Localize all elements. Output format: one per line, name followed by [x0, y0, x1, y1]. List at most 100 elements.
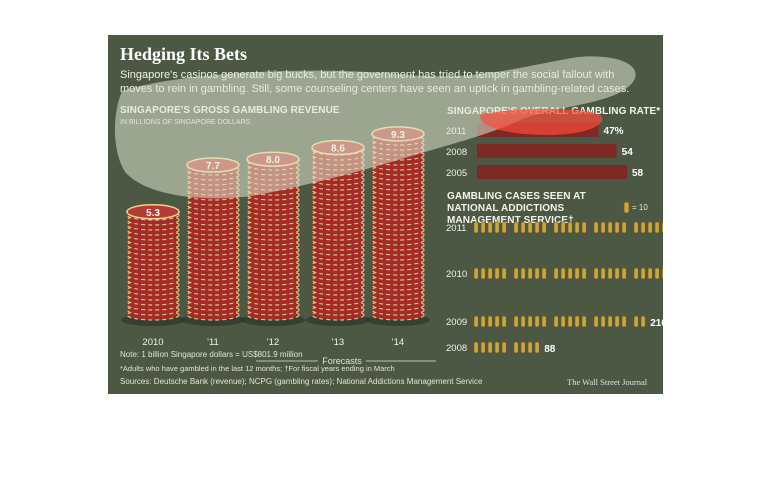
case-token: [501, 341, 507, 354]
revenue-year-label: '14: [392, 337, 404, 348]
case-token: [541, 221, 547, 234]
chip-value-label: 8.0: [266, 155, 280, 166]
case-token: [574, 315, 580, 328]
case-token: [567, 315, 573, 328]
case-token: [527, 267, 533, 280]
case-token: [513, 315, 519, 328]
case-token: [640, 315, 646, 328]
case-token: [654, 221, 660, 234]
case-token: [480, 341, 486, 354]
case-token: [567, 267, 573, 280]
case-token: [633, 267, 639, 280]
case-token: [567, 221, 573, 234]
case-token: [534, 267, 540, 280]
infographic-subtitle: Singapore's casinos generate big bucks, …: [120, 69, 630, 95]
case-token: [581, 315, 587, 328]
cases-value-label: 88: [544, 344, 556, 355]
rate-value-label: 54: [622, 147, 634, 158]
case-token: [534, 341, 540, 354]
case-token: [621, 267, 627, 280]
chip-stack: [366, 126, 430, 326]
case-token: [593, 315, 599, 328]
note-sources: Sources: Deutsche Bank (revenue); NCPG (…: [120, 377, 483, 386]
case-token: [560, 267, 566, 280]
case-token: [600, 267, 606, 280]
infographic-panel: Hedging Its Bets Singapore's casinos gen…: [108, 35, 663, 394]
case-token: [487, 221, 493, 234]
case-token: [480, 267, 486, 280]
case-token: [520, 221, 526, 234]
rate-bar-chart: 2011 47% 2008 54 2005 58: [446, 123, 644, 179]
case-token: [553, 221, 559, 234]
case-token: [654, 267, 660, 280]
case-token: [593, 221, 599, 234]
case-token: [501, 221, 507, 234]
revenue-chip-chart: 5.3 2010 7.7 '11 8.0 '12 8.6 '13 9.3 '14 Forecasts: [121, 126, 436, 366]
case-token: [520, 341, 526, 354]
case-token: [513, 221, 519, 234]
case-token: [487, 315, 493, 328]
token-legend-icon: [623, 201, 630, 214]
rate-value-label: 58: [632, 168, 644, 179]
chip-stack: [241, 151, 305, 326]
case-token: [473, 341, 479, 354]
case-token: [494, 341, 500, 354]
case-token: [520, 267, 526, 280]
case-token: [520, 315, 526, 328]
case-token: [527, 341, 533, 354]
case-token: [487, 341, 493, 354]
case-token: [607, 267, 613, 280]
revenue-year-label: '11: [207, 337, 219, 348]
case-token: [607, 315, 613, 328]
chip-value-label: 9.3: [391, 130, 405, 141]
case-token: [541, 267, 547, 280]
forecast-label: Forecasts: [322, 356, 362, 366]
case-token: [581, 267, 587, 280]
note-currency: Note: 1 billion Singapore dollars = US$8…: [120, 350, 303, 359]
case-token: [640, 267, 646, 280]
case-token: [501, 315, 507, 328]
cases-value-label: 216: [650, 318, 663, 329]
case-token: [614, 315, 620, 328]
rate-year-label: 2008: [446, 147, 467, 158]
case-token: [661, 221, 663, 234]
rate-value-label: 47%: [604, 126, 624, 137]
infographic-title: Hedging Its Bets: [120, 44, 248, 64]
chip-value-label: 7.7: [206, 161, 220, 172]
case-token: [494, 221, 500, 234]
case-token: [494, 267, 500, 280]
chip-value-label: 5.3: [146, 208, 160, 219]
case-token: [473, 315, 479, 328]
case-token: [560, 315, 566, 328]
case-token: [527, 221, 533, 234]
publisher-credit: The Wall Street Journal: [567, 377, 648, 387]
rate-bar: [477, 123, 599, 137]
chip-stack: [181, 157, 245, 326]
case-token: [581, 221, 587, 234]
revenue-year-label: '13: [332, 337, 344, 348]
case-token: [600, 221, 606, 234]
rate-year-label: 2011: [446, 126, 466, 137]
case-token: [607, 221, 613, 234]
case-token: [473, 267, 479, 280]
chip-stack: [306, 139, 370, 326]
case-token: [633, 221, 639, 234]
cases-year-label: 2008: [446, 343, 467, 354]
case-token: [553, 315, 559, 328]
rate-chart-title: SINGAPORE'S OVERALL GAMBLING RATE*: [447, 106, 661, 117]
case-token: [647, 267, 653, 280]
case-token: [534, 221, 540, 234]
revenue-year-label: '12: [267, 337, 279, 348]
cases-year-label: 2010: [446, 269, 467, 280]
note-footnotes: *Adults who have gambled in the last 12 …: [120, 364, 395, 373]
case-token: [553, 267, 559, 280]
case-token: [494, 315, 500, 328]
revenue-year-label: 2010: [142, 337, 163, 348]
rate-bar: [477, 144, 617, 158]
case-token: [633, 315, 639, 328]
chip-stack: [121, 204, 185, 326]
case-token: [480, 221, 486, 234]
case-token: [621, 315, 627, 328]
case-token: [661, 267, 663, 280]
case-token: [541, 315, 547, 328]
